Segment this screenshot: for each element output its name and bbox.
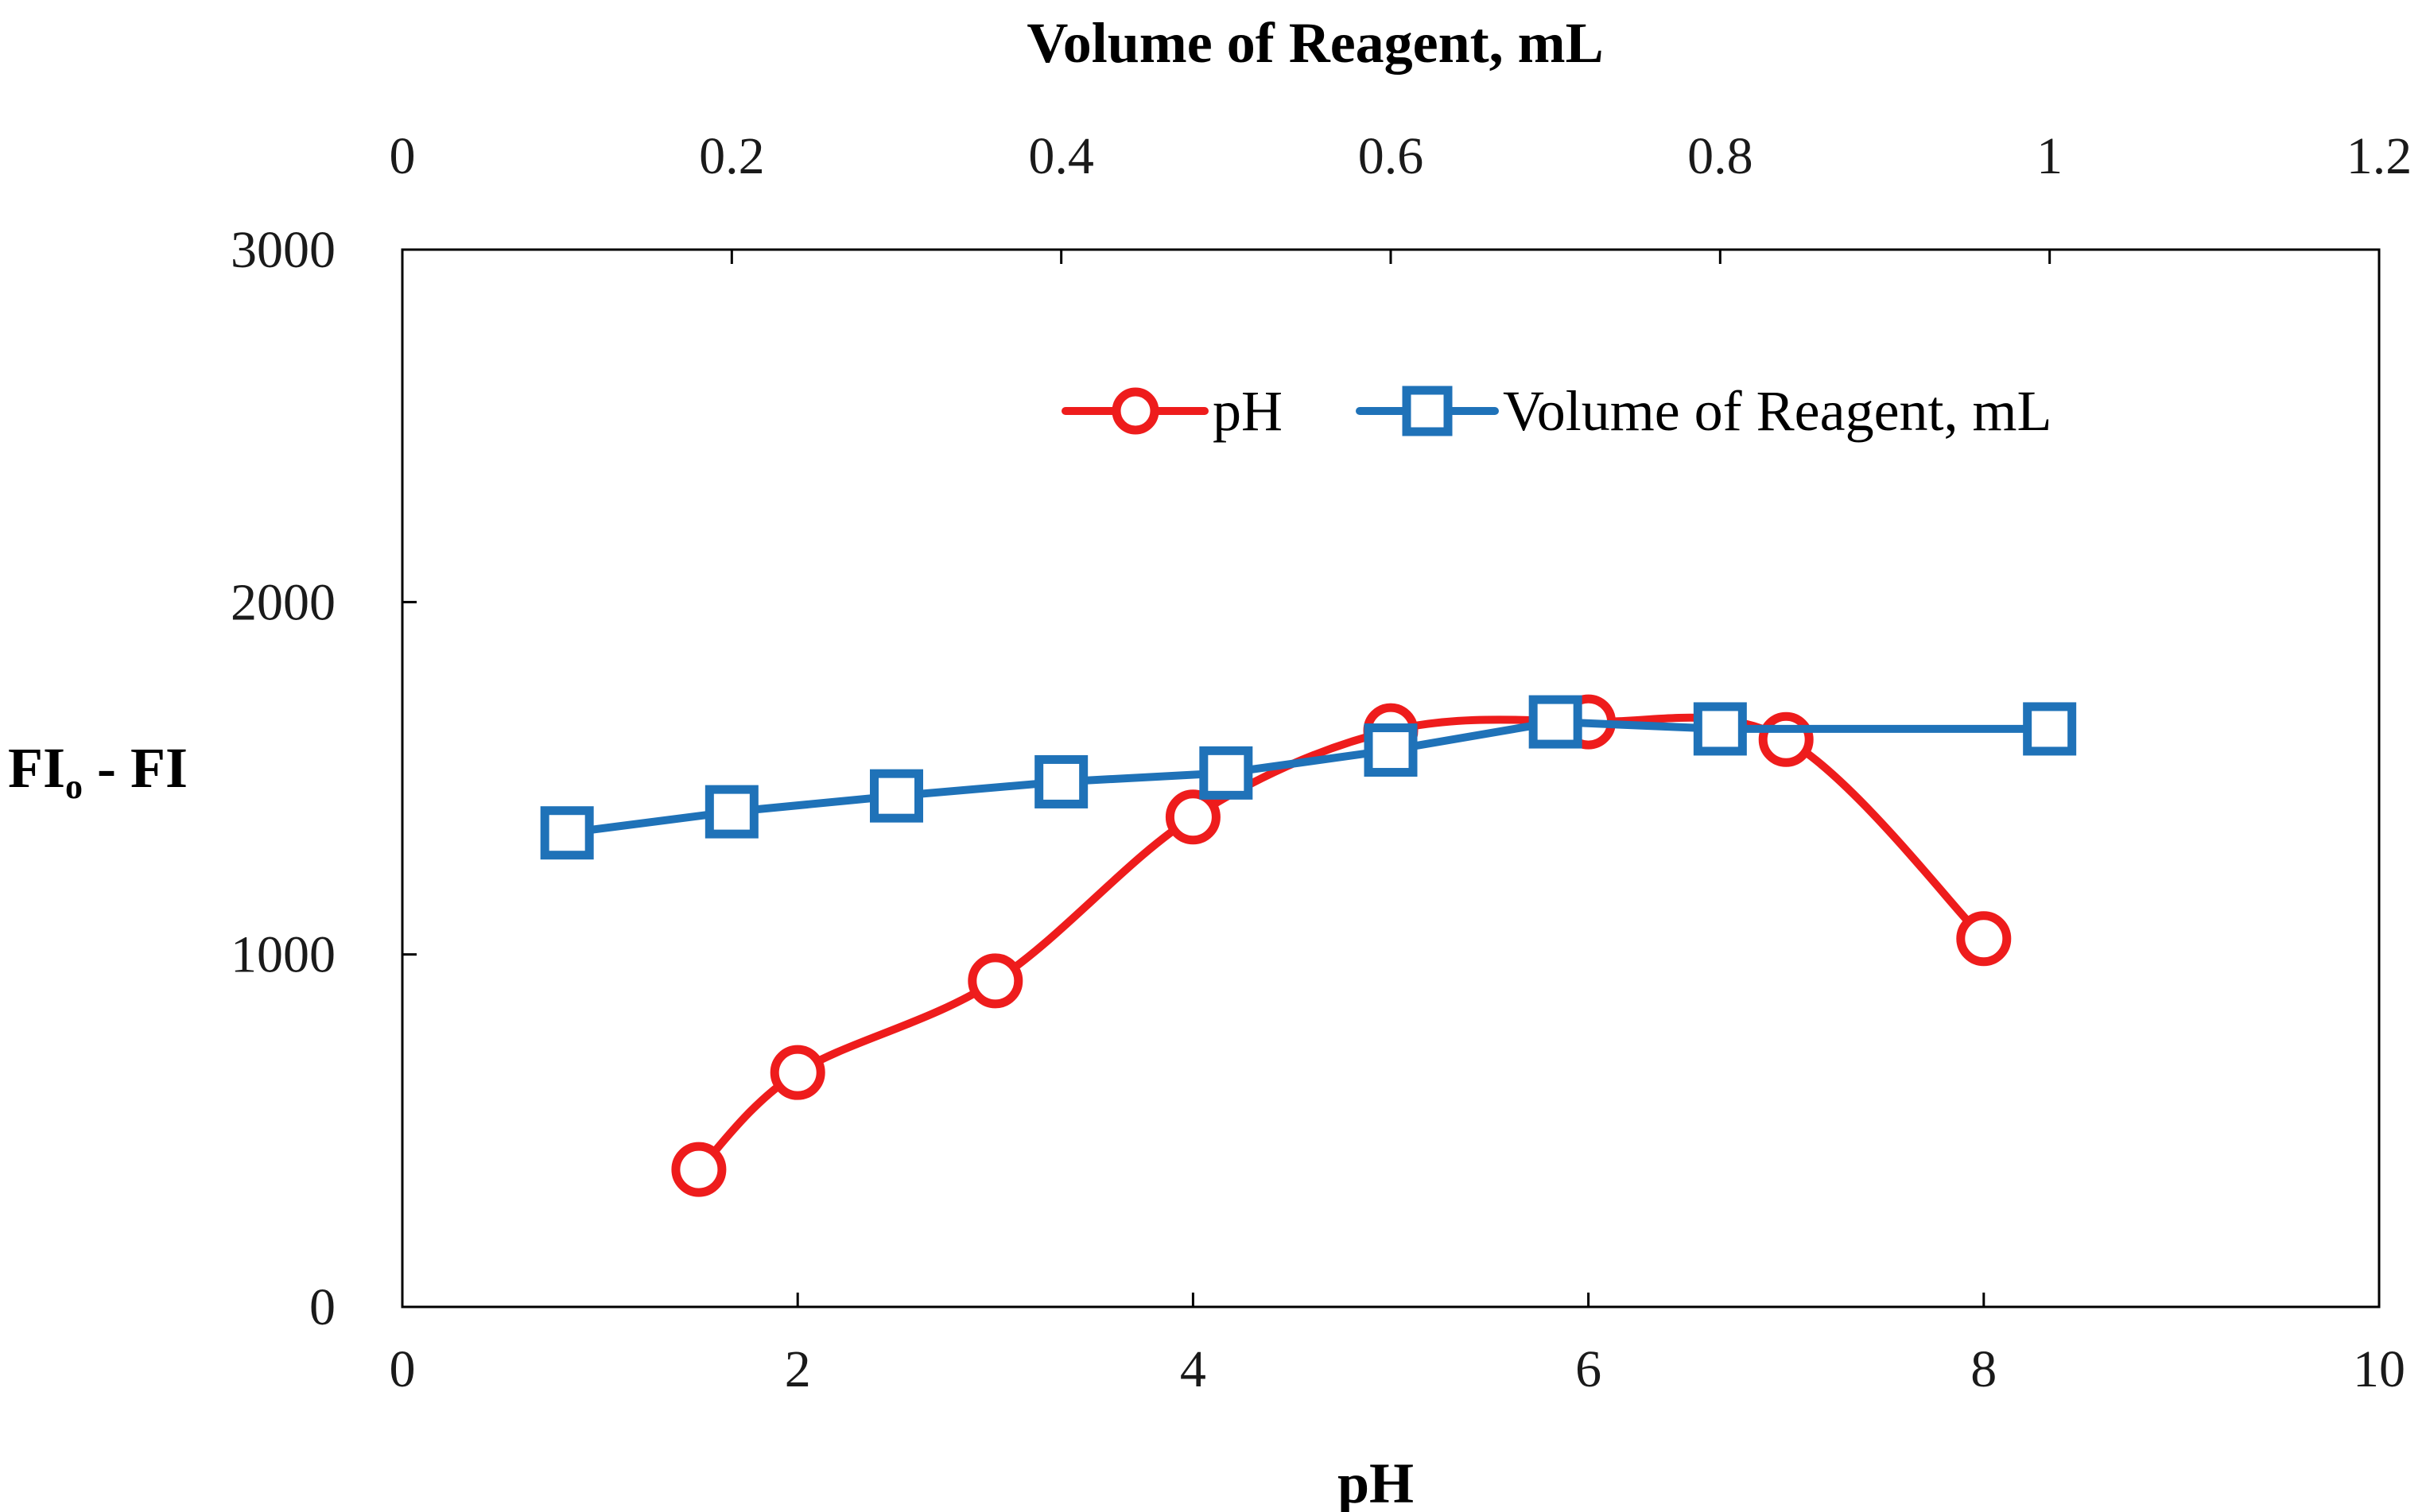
x-top-tick-label: 0.8 [1687, 127, 1753, 185]
x-top-tick-label: 0.6 [1358, 127, 1424, 185]
point-marker-volume [870, 769, 923, 823]
point-marker-volume [2023, 702, 2077, 756]
y-axis-title-tail: - FI [83, 736, 188, 800]
y-axis-title: FIo - FI [8, 736, 188, 806]
x-top-tick-label: 0 [390, 127, 416, 185]
legend: pH Volume of Reagent, mL [1062, 379, 2052, 443]
x-bottom-tick-label: 0 [390, 1340, 416, 1398]
y-tick-label: 2000 [231, 573, 336, 631]
point-marker-volume [1364, 723, 1418, 777]
point-marker-volume [1034, 754, 1089, 808]
y-tick-label: 3000 [231, 221, 336, 279]
y-tick-label: 1000 [231, 926, 336, 984]
x-top-tick-label: 0.4 [1028, 127, 1094, 185]
y-axis-title-main: FI [8, 736, 65, 800]
point-marker-ph [770, 1045, 825, 1100]
point-marker-ph [1956, 911, 2012, 967]
series-layer [540, 694, 2077, 1197]
point-marker-volume [1693, 702, 1747, 756]
point-marker-ph [671, 1142, 727, 1197]
point-marker-volume [705, 785, 759, 839]
point-marker-ph [1758, 711, 1814, 767]
x-bottom-tick-label: 6 [1575, 1340, 1601, 1398]
x-top-axis-title: Volume of Reagent, mL [1027, 11, 1603, 75]
x-bottom-tick-label: 2 [785, 1340, 811, 1398]
x-top-tick-label: 1 [2036, 127, 2063, 185]
x-bottom-tick-label: 8 [1970, 1340, 1997, 1398]
ticks-layer: 0 1000 2000 3000 0 2 4 6 8 10 0 0.2 0.4 0.6 0.8 1 1.2 [231, 127, 2412, 1398]
y-axis-title-subscript: o [65, 767, 83, 806]
legend-marker-volume [1402, 386, 1453, 436]
point-marker-volume [540, 806, 594, 860]
legend-label-ph: pH [1213, 379, 1283, 443]
legend-marker-ph [1112, 387, 1159, 435]
legend-label-volume: Volume of Reagent, mL [1503, 379, 2052, 443]
point-marker-volume [1528, 695, 1582, 749]
point-marker-volume [1199, 746, 1253, 800]
x-top-tick-label: 1.2 [2346, 127, 2412, 185]
point-marker-ph [968, 953, 1023, 1009]
x-bottom-axis-title: pH [1337, 1452, 1414, 1512]
x-bottom-tick-label: 4 [1180, 1340, 1206, 1398]
point-marker-ph [1165, 789, 1221, 845]
x-top-tick-label: 0.2 [699, 127, 765, 185]
x-bottom-tick-label: 10 [2353, 1340, 2405, 1398]
y-tick-label: 0 [309, 1278, 336, 1336]
